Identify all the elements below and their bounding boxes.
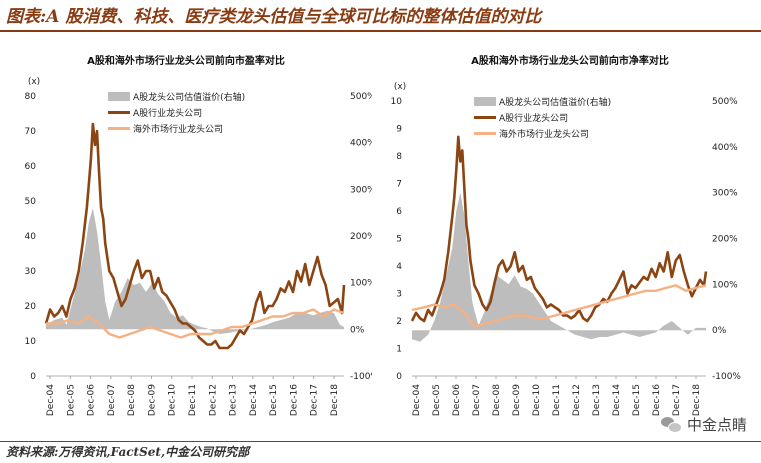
left-tick-label: 0 <box>396 372 402 382</box>
left-tick-label: 10 <box>25 337 37 347</box>
source-note: 资料来源:万得资讯,FactSet,中金公司研究部 <box>6 445 250 459</box>
pe-comparison-chart: A股和海外市场行业龙头公司前向市盈率对比 (x) 0 10 20 30 40 50 60 70 80… <box>25 54 372 416</box>
x-tick-label: Dec-04 <box>46 384 56 416</box>
a-share-leaders-line <box>44 122 346 350</box>
right-tick-label: 500% <box>712 97 738 107</box>
x-tick-label: Dec-13 <box>592 384 602 416</box>
legend-label: A股龙头公司估值溢价(右轴) <box>133 91 245 103</box>
overseas-leaders-line <box>46 308 345 339</box>
x-tick-label: Dec-06 <box>452 384 462 416</box>
x-tick-label: Dec-12 <box>572 384 582 416</box>
legend-label: 海外市场行业龙头公司 <box>133 123 223 135</box>
left-tick-label: 20 <box>25 302 37 312</box>
x-tick-label: Dec-09 <box>147 384 157 416</box>
right-tick-label: 0% <box>350 325 365 335</box>
overseas-leaders-line <box>411 284 707 328</box>
x-tick-label: Dec-07 <box>107 384 117 416</box>
right-tick-label: 100% <box>712 280 738 290</box>
left-tick-label: 9 <box>396 125 402 135</box>
legend-label: A股行业龙头公司 <box>499 112 568 124</box>
x-tick-label: Dec-05 <box>432 384 442 416</box>
left-tick-label: 2 <box>396 317 402 327</box>
left-tick-label: 60 <box>25 162 37 172</box>
premium-area-series <box>46 208 344 334</box>
a-share-leaders-line <box>410 135 708 323</box>
x-tick-label: Dec-04 <box>412 384 422 416</box>
x-tick-label: Dec-05 <box>66 384 76 416</box>
legend-label: 海外市场行业龙头公司 <box>499 128 589 140</box>
left-tick-label: 1 <box>396 345 402 355</box>
x-tick-label: Dec-14 <box>249 384 259 416</box>
wechat-icon <box>660 416 682 433</box>
right-tick-label: 300% <box>350 185 372 195</box>
right-tick-label: 100% <box>350 279 372 289</box>
left-axis-unit: (x) <box>394 82 406 92</box>
x-tick-label: Dec-10 <box>168 384 178 416</box>
x-tick-label: Dec-11 <box>552 384 562 416</box>
legend-label: A股行业龙头公司 <box>133 107 202 119</box>
x-tick-label: Dec-15 <box>632 384 642 416</box>
pb-comparison-chart: A股和海外市场行业龙头公司前向市净率对比 (x) 0 1 2 3 4 5 6 7 8 9 10 -100%… <box>391 54 742 416</box>
right-tick-label: 200% <box>712 235 738 245</box>
x-tick-label: Dec-08 <box>492 384 502 416</box>
x-tick-label: Dec-18 <box>330 384 340 416</box>
x-tick-label: Dec-16 <box>652 384 662 416</box>
left-tick-label: 0 <box>30 372 36 382</box>
footer-rule <box>0 441 761 442</box>
right-tick-label: -100% <box>350 372 372 382</box>
figure-title: 图表:A 股消费、科技、医疗类龙头估值与全球可比标的整体估值的对比 <box>6 7 542 27</box>
right-tick-label: 400% <box>712 143 738 153</box>
left-tick-label: 7 <box>396 180 402 190</box>
x-tick-label: Dec-10 <box>532 384 542 416</box>
right-tick-label: 500% <box>350 92 372 102</box>
watermark: 中金点睛 <box>660 414 747 435</box>
left-tick-label: 70 <box>25 127 37 137</box>
right-tick-label: 400% <box>350 139 372 149</box>
legend-swatch-premium <box>108 92 130 101</box>
right-tick-label: 200% <box>350 232 372 242</box>
legend-label: A股龙头公司估值溢价(右轴) <box>499 96 611 108</box>
left-tick-label: 50 <box>25 197 37 207</box>
left-tick-label: 3 <box>396 290 402 300</box>
x-tick-label: Dec-14 <box>612 384 622 416</box>
x-tick-label: Dec-17 <box>310 384 320 416</box>
x-tick-label: Dec-08 <box>127 384 137 416</box>
x-tick-label: Dec-18 <box>692 384 702 416</box>
legend-swatch-premium <box>474 97 496 106</box>
left-tick-label: 10 <box>391 97 403 107</box>
right-tick-label: 300% <box>712 189 738 199</box>
title-rule <box>0 30 761 32</box>
left-axis-unit: (x) <box>28 77 40 87</box>
x-tick-label: Dec-11 <box>188 384 198 416</box>
left-tick-label: 30 <box>25 267 37 277</box>
left-tick-label: 80 <box>25 92 37 102</box>
x-tick-label: Dec-17 <box>672 384 682 416</box>
right-tick-label: -100% <box>712 372 741 382</box>
left-tick-label: 4 <box>396 262 402 272</box>
left-tick-label: 5 <box>396 235 402 245</box>
x-tick-label: Dec-12 <box>208 384 218 416</box>
x-tick-label: Dec-13 <box>229 384 239 416</box>
x-tick-label: Dec-07 <box>472 384 482 416</box>
premium-area-series <box>412 192 706 342</box>
watermark-text: 中金点睛 <box>686 416 747 434</box>
x-tick-label: Dec-15 <box>269 384 279 416</box>
chart-title: A股和海外市场行业龙头公司前向市净率对比 <box>471 54 669 67</box>
x-tick-label: Dec-16 <box>289 384 299 416</box>
right-tick-label: 0% <box>712 326 727 336</box>
left-tick-label: 6 <box>396 207 402 217</box>
left-tick-label: 8 <box>396 152 402 162</box>
left-tick-label: 40 <box>25 232 37 242</box>
chart-title: A股和海外市场行业龙头公司前向市盈率对比 <box>87 54 285 67</box>
x-tick-label: Dec-09 <box>512 384 522 416</box>
x-tick-label: Dec-06 <box>87 384 97 416</box>
